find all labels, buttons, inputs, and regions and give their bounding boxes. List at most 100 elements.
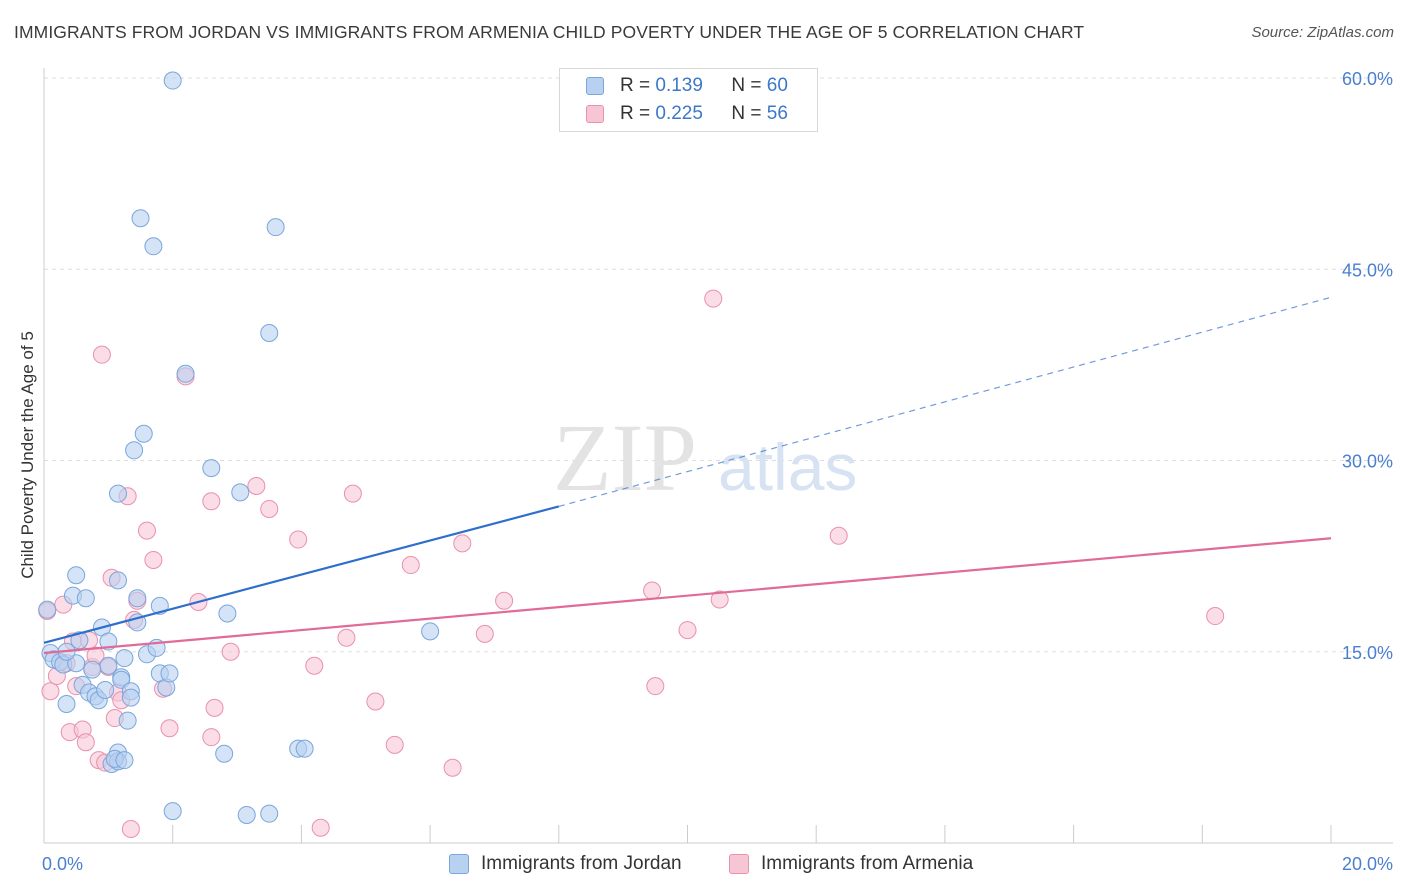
tick-labels: 15.0% 30.0% 45.0% 60.0% 0.0% 20.0% <box>42 69 1393 874</box>
legend-r-value: 0.225 <box>655 103 703 124</box>
jordan-point <box>38 600 57 619</box>
jordan-point <box>121 688 140 707</box>
jordan-point <box>118 711 137 730</box>
legend-n-value: 60 <box>766 75 788 96</box>
jordan-point <box>260 804 279 823</box>
armenia-point <box>385 735 404 754</box>
bottom-legend-armenia: Immigrants from Armenia <box>729 852 973 876</box>
legend-swatch-armenia <box>586 105 604 123</box>
legend-swatch-jordan <box>449 854 469 874</box>
jordan-trendline <box>43 505 560 644</box>
jordan-point <box>237 805 256 824</box>
jordan-point <box>231 483 250 502</box>
armenia-point <box>221 642 240 661</box>
jordan-point <box>160 664 179 683</box>
armenia-point <box>305 656 324 675</box>
jordan-point <box>218 604 237 623</box>
axes <box>43 68 1393 844</box>
jordan-point <box>57 695 76 714</box>
jordan-point <box>67 654 86 673</box>
armenia-point <box>202 492 221 511</box>
jordan-point <box>266 218 285 237</box>
legend-label-jordan: Immigrants from Jordan <box>481 853 682 874</box>
series-jordan-points <box>38 71 440 824</box>
jordan-point <box>421 622 440 641</box>
armenia-point <box>343 484 362 503</box>
y-axis-label: Child Poverty Under the Age of 5 <box>18 331 37 579</box>
jordan-point <box>96 681 115 699</box>
jordan-point <box>163 802 182 821</box>
armenia-point <box>678 621 697 640</box>
armenia-point <box>401 556 420 575</box>
armenia-point <box>121 819 140 838</box>
jordan-point <box>131 209 150 228</box>
jordan-point <box>144 237 163 256</box>
watermark-zip: ZIP <box>553 404 697 511</box>
legend-label-armenia: Immigrants from Armenia <box>761 853 974 874</box>
x-tick-label: 20.0% <box>1342 854 1393 874</box>
legend-row-jordan: R = 0.139 N = 60 <box>586 73 788 99</box>
armenia-point <box>704 289 723 308</box>
jordan-point <box>76 589 95 608</box>
legend-r-label: R = <box>620 75 651 96</box>
armenia-point <box>144 550 163 569</box>
armenia-point <box>289 530 308 549</box>
jordan-point <box>163 71 182 90</box>
jordan-point <box>128 589 147 608</box>
legend-r-label: R = <box>620 103 651 124</box>
jordan-point <box>83 660 102 679</box>
armenia-point <box>829 526 848 545</box>
y-tick-label: 15.0% <box>1342 643 1393 663</box>
jordan-point <box>67 566 86 585</box>
jordan-point <box>99 632 118 651</box>
jordan-point <box>112 670 131 689</box>
bottom-legend-jordan: Immigrants from Jordan <box>449 852 682 876</box>
y-tick-label: 45.0% <box>1342 260 1393 280</box>
legend-r-value: 0.139 <box>655 75 703 96</box>
armenia-point <box>1206 607 1225 626</box>
armenia-trendline <box>43 537 1332 655</box>
jordan-point <box>125 441 144 460</box>
armenia-point <box>366 692 385 711</box>
armenia-point <box>453 534 472 553</box>
jordan-point <box>109 484 128 503</box>
jordan-point <box>295 739 314 758</box>
armenia-point <box>337 628 356 647</box>
legend-swatch-armenia <box>729 854 749 874</box>
armenia-point <box>76 733 95 752</box>
armenia-point <box>41 682 60 701</box>
jordan-point <box>215 744 234 763</box>
correlation-legend: R = 0.139 N = 60 R = 0.225 N = 56 <box>559 68 818 132</box>
armenia-point <box>137 521 156 540</box>
jordan-trendline-extension <box>558 296 1332 507</box>
gridlines <box>44 77 1393 653</box>
armenia-point <box>202 728 221 747</box>
legend-n-label: N = <box>731 75 762 96</box>
jordan-point <box>115 649 134 668</box>
legend-row-armenia: R = 0.225 N = 56 <box>586 101 788 127</box>
armenia-point <box>646 677 665 696</box>
armenia-point <box>205 698 224 717</box>
jordan-point <box>134 424 153 443</box>
chart-title: IMMIGRANTS FROM JORDAN VS IMMIGRANTS FRO… <box>14 22 1085 42</box>
y-tick-label: 60.0% <box>1342 69 1393 89</box>
watermark-atlas: atlas <box>718 430 857 504</box>
trendlines <box>43 296 1332 655</box>
y-tick-label: 30.0% <box>1342 452 1393 472</box>
armenia-point <box>311 818 330 837</box>
armenia-point <box>92 345 111 364</box>
armenia-point <box>260 499 279 518</box>
armenia-point <box>643 581 662 600</box>
armenia-point <box>160 719 179 738</box>
source-label: Source: ZipAtlas.com <box>1251 24 1394 41</box>
armenia-point <box>495 591 514 610</box>
jordan-point <box>115 751 134 770</box>
jordan-point <box>176 364 195 383</box>
jordan-point <box>202 459 221 478</box>
legend-n-value: 56 <box>766 103 788 124</box>
armenia-point <box>475 624 494 643</box>
jordan-point <box>260 324 279 342</box>
armenia-point <box>710 590 729 609</box>
armenia-point <box>247 477 266 495</box>
